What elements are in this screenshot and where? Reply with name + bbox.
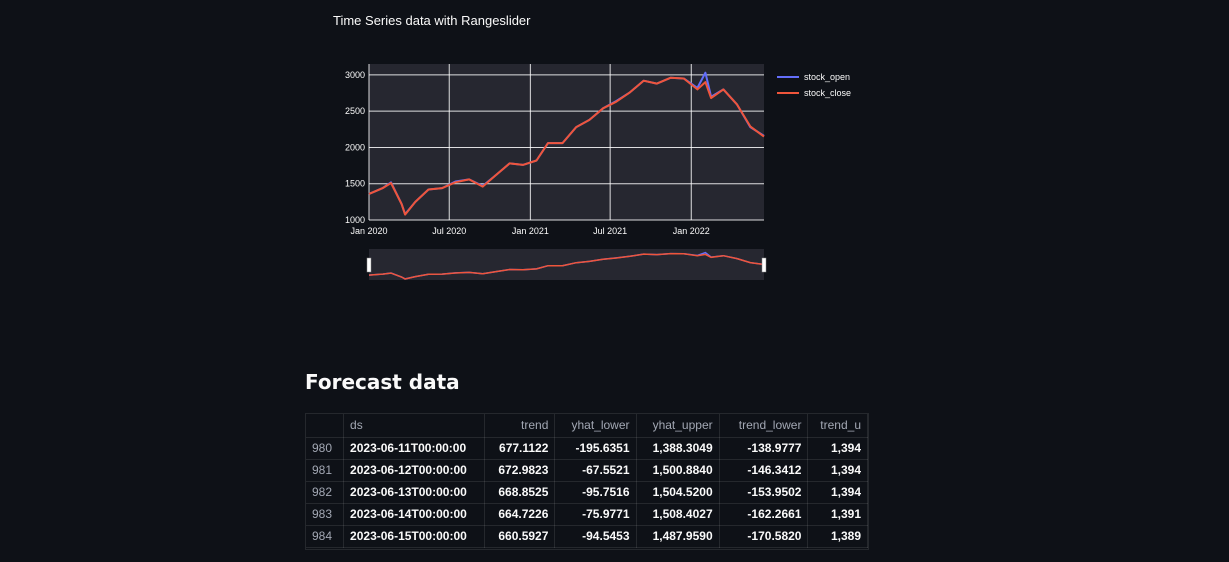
table-cell[interactable]: -146.3412	[719, 459, 809, 482]
x-tick-label: Jan 2020	[350, 226, 387, 236]
table-cell[interactable]: 660.5927	[484, 525, 556, 548]
rangeslider-handle-left[interactable]	[366, 257, 372, 273]
row-index-cell[interactable]: 980	[306, 437, 345, 460]
column-header[interactable]: trend_u	[807, 414, 868, 438]
plot-area	[369, 64, 764, 220]
x-tick-label: Jan 2021	[512, 226, 549, 236]
column-header[interactable]	[306, 414, 345, 438]
row-index-cell[interactable]: 981	[306, 459, 345, 482]
series-line-stock_close	[368, 76, 765, 216]
legend-entry: stock_open	[804, 72, 850, 82]
table-cell[interactable]: -162.2661	[719, 503, 809, 526]
table-cell[interactable]: -75.9771	[554, 503, 637, 526]
table-cell[interactable]: 668.8525	[484, 481, 556, 504]
table-cell[interactable]: 664.7226	[484, 503, 556, 526]
time-series-chart[interactable]: Time Series data with Rangeslider 1000 150…	[305, 0, 875, 300]
table-cell[interactable]: -195.6351	[554, 437, 637, 460]
forecast-heading: Forecast data	[305, 370, 460, 394]
table-cell[interactable]: 2023-06-13T00:00:00	[343, 481, 486, 504]
table-cell[interactable]: -153.9502	[719, 481, 809, 504]
table-row: 982 2023-06-13T00:00:00 668.8525 -95.7516 1,…	[306, 481, 868, 504]
table-cell[interactable]: 672.9823	[484, 459, 556, 482]
table-cell[interactable]: -94.5453	[554, 525, 637, 548]
x-tick-label: Jan 2022	[673, 226, 710, 236]
column-header[interactable]: yhat_upper	[636, 414, 720, 438]
column-header[interactable]: ds	[343, 414, 486, 438]
forecast-dataframe[interactable]: ds trend yhat_lower yhat_upper trend_lower tr…	[305, 413, 869, 550]
table-cell[interactable]: 1,394	[807, 437, 868, 460]
rangeslider-line-stock_close	[368, 252, 765, 280]
column-header[interactable]: trend	[484, 414, 556, 438]
row-index-cell[interactable]: 983	[306, 503, 345, 526]
table-row: 984 2023-06-15T00:00:00 660.5927 -94.5453 1,…	[306, 525, 868, 548]
table-cell[interactable]: -67.5521	[554, 459, 637, 482]
chart-title: Time Series data with Rangeslider	[333, 13, 531, 28]
table-row: 983 2023-06-14T00:00:00 664.7226 -75.9771 1,…	[306, 503, 868, 526]
table-cell[interactable]: 677.1122	[484, 437, 556, 460]
table-cell[interactable]: -95.7516	[554, 481, 637, 504]
table-header-row: ds trend yhat_lower yhat_upper trend_lower tr…	[306, 414, 868, 438]
column-header[interactable]: trend_lower	[719, 414, 809, 438]
forecast-table[interactable]: ds trend yhat_lower yhat_upper trend_lower tr…	[306, 414, 868, 548]
table-cell[interactable]: 1,487.9590	[636, 525, 720, 548]
table-cell[interactable]: -138.9777	[719, 437, 809, 460]
table-cell[interactable]: 2023-06-12T00:00:00	[343, 459, 486, 482]
y-tick-label: 3000	[345, 70, 365, 80]
table-cell[interactable]: -170.5820	[719, 525, 809, 548]
y-tick-label: 1500	[345, 179, 365, 189]
table-cell[interactable]: 1,394	[807, 459, 868, 482]
table-row: 981 2023-06-12T00:00:00 672.9823 -67.5521 1,…	[306, 459, 868, 482]
legend-entry: stock_close	[804, 88, 851, 98]
rangeslider-handle-right[interactable]	[761, 257, 767, 273]
table-cell[interactable]: 1,391	[807, 503, 868, 526]
table-cell[interactable]: 2023-06-15T00:00:00	[343, 525, 486, 548]
table-cell[interactable]: 1,508.4027	[636, 503, 720, 526]
table-row: 980 2023-06-11T00:00:00 677.1122 -195.6351 1…	[306, 437, 868, 460]
y-tick-label: 2000	[345, 142, 365, 152]
x-tick-label: Jul 2021	[593, 226, 627, 236]
table-cell[interactable]: 2023-06-11T00:00:00	[343, 437, 486, 460]
table-cell[interactable]: 1,504.5200	[636, 481, 720, 504]
y-tick-label: 1000	[345, 215, 365, 225]
y-tick-label: 2500	[345, 106, 365, 116]
column-header[interactable]: yhat_lower	[554, 414, 637, 438]
table-cell[interactable]: 1,388.3049	[636, 437, 720, 460]
x-tick-label: Jul 2020	[432, 226, 466, 236]
chart-svg[interactable]: Time Series data with Rangeslider 1000 150…	[305, 0, 875, 300]
table-cell[interactable]: 1,394	[807, 481, 868, 504]
row-index-cell[interactable]: 982	[306, 481, 345, 504]
table-cell[interactable]: 1,389	[807, 525, 868, 548]
row-index-cell[interactable]: 984	[306, 525, 345, 548]
table-cell[interactable]: 2023-06-14T00:00:00	[343, 503, 486, 526]
table-cell[interactable]: 1,500.8840	[636, 459, 720, 482]
